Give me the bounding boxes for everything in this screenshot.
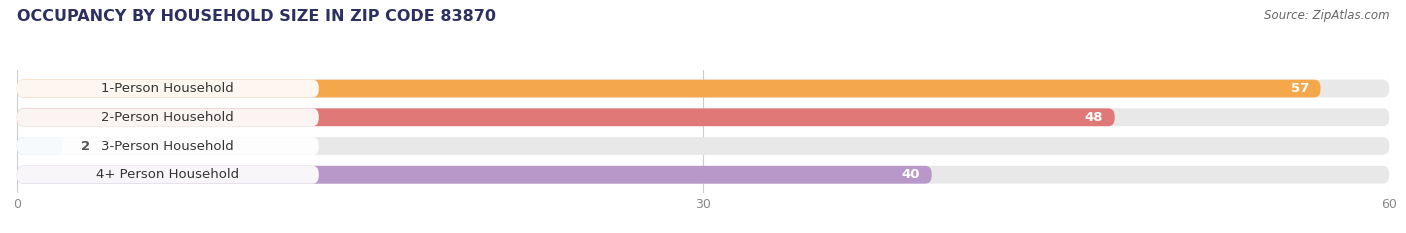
FancyBboxPatch shape	[17, 80, 319, 97]
FancyBboxPatch shape	[17, 108, 319, 126]
FancyBboxPatch shape	[17, 166, 319, 184]
Text: 1-Person Household: 1-Person Household	[101, 82, 235, 95]
FancyBboxPatch shape	[17, 108, 1389, 126]
Text: 48: 48	[1085, 111, 1104, 124]
FancyBboxPatch shape	[17, 166, 932, 184]
Text: 57: 57	[1291, 82, 1309, 95]
Text: 4+ Person Household: 4+ Person Household	[96, 168, 239, 181]
Text: OCCUPANCY BY HOUSEHOLD SIZE IN ZIP CODE 83870: OCCUPANCY BY HOUSEHOLD SIZE IN ZIP CODE …	[17, 9, 496, 24]
FancyBboxPatch shape	[17, 137, 63, 155]
Text: 2-Person Household: 2-Person Household	[101, 111, 235, 124]
Text: Source: ZipAtlas.com: Source: ZipAtlas.com	[1264, 9, 1389, 22]
FancyBboxPatch shape	[17, 137, 1389, 155]
Text: 40: 40	[901, 168, 921, 181]
Text: 2: 2	[82, 140, 90, 153]
FancyBboxPatch shape	[17, 80, 1389, 97]
FancyBboxPatch shape	[17, 80, 1320, 97]
FancyBboxPatch shape	[17, 108, 1115, 126]
FancyBboxPatch shape	[17, 137, 319, 155]
FancyBboxPatch shape	[17, 166, 1389, 184]
Text: 3-Person Household: 3-Person Household	[101, 140, 235, 153]
